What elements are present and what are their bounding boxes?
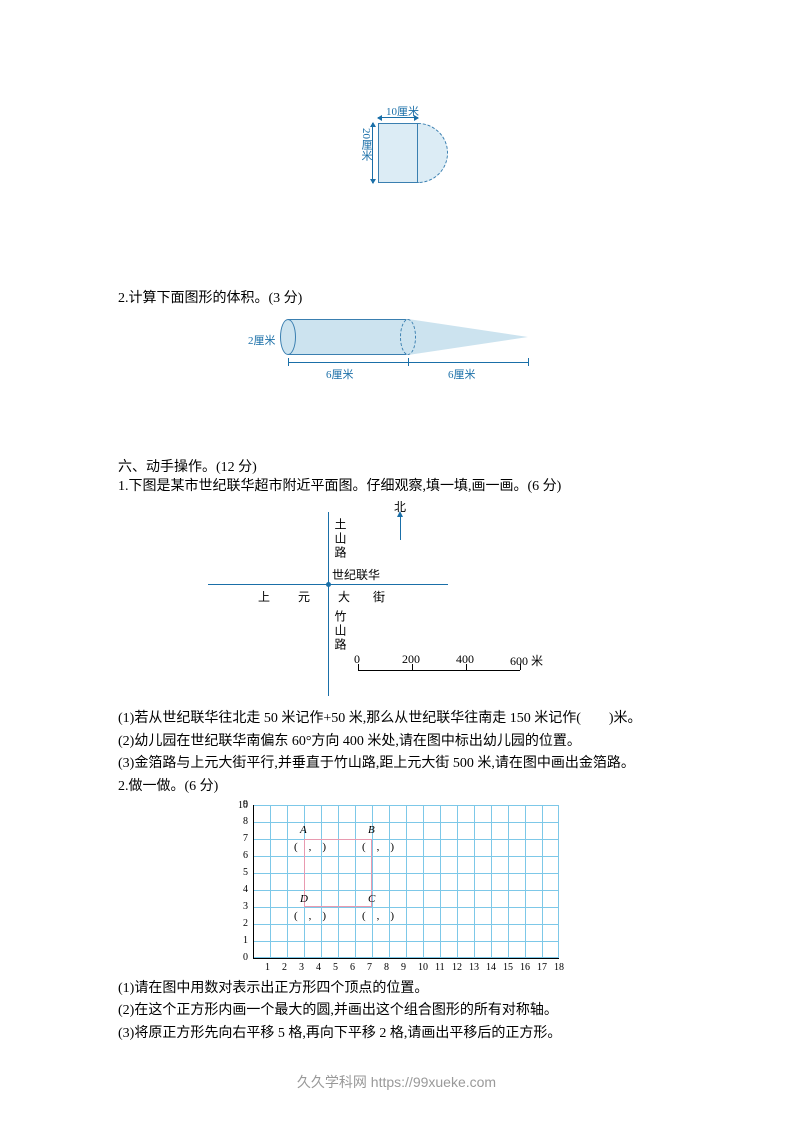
q2-text: 2.计算下面图形的体积。(3 分) <box>118 288 678 310</box>
scale0: 0 <box>354 652 360 667</box>
street-dai: 大 <box>338 588 350 605</box>
grid-ylabel: 5 <box>230 867 248 878</box>
grid-ylabel: 0 <box>230 952 248 963</box>
pt-A-coord: ( , ) <box>294 838 326 854</box>
scale3: 600 米 <box>510 652 543 669</box>
grid-xlabel: 12 <box>452 962 462 973</box>
grid-ylabel: 9 <box>230 799 248 810</box>
grid-xlabel: 7 <box>367 962 372 973</box>
grid-ylabel: 7 <box>230 833 248 844</box>
grid-xlabel: 6 <box>350 962 355 973</box>
scale2: 400 <box>456 652 474 667</box>
pt-D-coord: ( , ) <box>294 907 326 923</box>
grid-xlabel: 4 <box>316 962 321 973</box>
s6q2-sub3: (3)将原正方形先向右平移 5 格,再向下平移 2 格,请画出平移后的正方形。 <box>118 1023 678 1045</box>
grid-xlabel: 17 <box>537 962 547 973</box>
pt-A: A <box>300 824 307 836</box>
q2-block: 2.计算下面图形的体积。(3 分) 2厘米 6厘米 6厘米 <box>118 288 678 392</box>
grid-figure: A ( , ) B ( , ) D ( , ) C ( , ) 10987654… <box>218 800 578 970</box>
grid-xlabel: 2 <box>282 962 287 973</box>
street-left: 上 <box>258 588 270 605</box>
grid-xlabel: 10 <box>418 962 428 973</box>
pt-B: B <box>368 824 375 836</box>
street-mid: 元 <box>298 588 310 605</box>
capsule-figure: 10厘米 20厘米 <box>318 103 478 203</box>
grid-ylabel: 6 <box>230 850 248 861</box>
map-figure: 北 土山路 竹山路 世纪联华 上 元 大 街 0 200 <box>198 500 598 700</box>
grid-ylabel: 1 <box>230 935 248 946</box>
grid-xlabel: 5 <box>333 962 338 973</box>
pt-B-coord: ( , ) <box>362 838 394 854</box>
cylcone-dim2: 6厘米 <box>448 366 476 382</box>
s6q2-text: 2.做一做。(6 分) <box>118 776 678 798</box>
s6q1-sub3: (3)金箔路与上元大街平行,并垂直于竹山路,距上元大街 500 米,请在图中画出… <box>118 753 678 775</box>
grid-ylabel: 4 <box>230 884 248 895</box>
cylcone-diameter: 2厘米 <box>248 332 276 348</box>
center-label: 世纪联华 <box>332 566 380 583</box>
grid-ylabel: 2 <box>230 918 248 929</box>
s6q1-sub1: (1)若从世纪联华往北走 50 米记作+50 米,那么从世纪联华往南走 150 … <box>118 708 678 730</box>
cylcone-figure: 2厘米 6厘米 6厘米 <box>248 314 548 384</box>
s6q1-text: 1.下图是某市世纪联华超市附近平面图。仔细观察,填一填,画一画。(6 分) <box>118 476 678 498</box>
figure1-container: 10厘米 20厘米 <box>118 95 678 211</box>
cylcone-dim1: 6厘米 <box>326 366 354 382</box>
pt-C: C <box>368 893 375 905</box>
grid-xlabel: 15 <box>503 962 513 973</box>
s6q2-sub1: (1)请在图中用数对表示出正方形四个顶点的位置。 <box>118 978 678 1000</box>
section6: 六、动手操作。(12 分) 1.下图是某市世纪联华超市附近平面图。仔细观察,填一… <box>118 452 678 1045</box>
street-jie: 街 <box>373 588 385 605</box>
grid-xlabel: 16 <box>520 962 530 973</box>
scale1: 200 <box>402 652 420 667</box>
grid-xlabel: 13 <box>469 962 479 973</box>
grid-ylabel: 8 <box>230 816 248 827</box>
section6-heading: 六、动手操作。(12 分) <box>118 456 678 476</box>
footer-text: 久久学科网 https://99xueke.com <box>0 1072 793 1092</box>
grid-xlabel: 14 <box>486 962 496 973</box>
grid-xlabel: 18 <box>554 962 564 973</box>
grid-xlabel: 9 <box>401 962 406 973</box>
pt-D: D <box>300 893 308 905</box>
pt-C-coord: ( , ) <box>362 907 394 923</box>
grid-xlabel: 8 <box>384 962 389 973</box>
grid-xlabel: 11 <box>435 962 445 973</box>
grid-ylabel: 3 <box>230 901 248 912</box>
s6q1-sub2: (2)幼儿园在世纪联华南偏东 60°方向 400 米处,请在图中标出幼儿园的位置… <box>118 731 678 753</box>
grid-xlabel: 1 <box>265 962 270 973</box>
grid-xlabel: 3 <box>299 962 304 973</box>
s6q2-sub2: (2)在这个正方形内画一个最大的圆,并画出这个组合图形的所有对称轴。 <box>118 1000 678 1022</box>
road-top: 土山路 <box>332 518 349 560</box>
road-bottom: 竹山路 <box>332 610 349 652</box>
